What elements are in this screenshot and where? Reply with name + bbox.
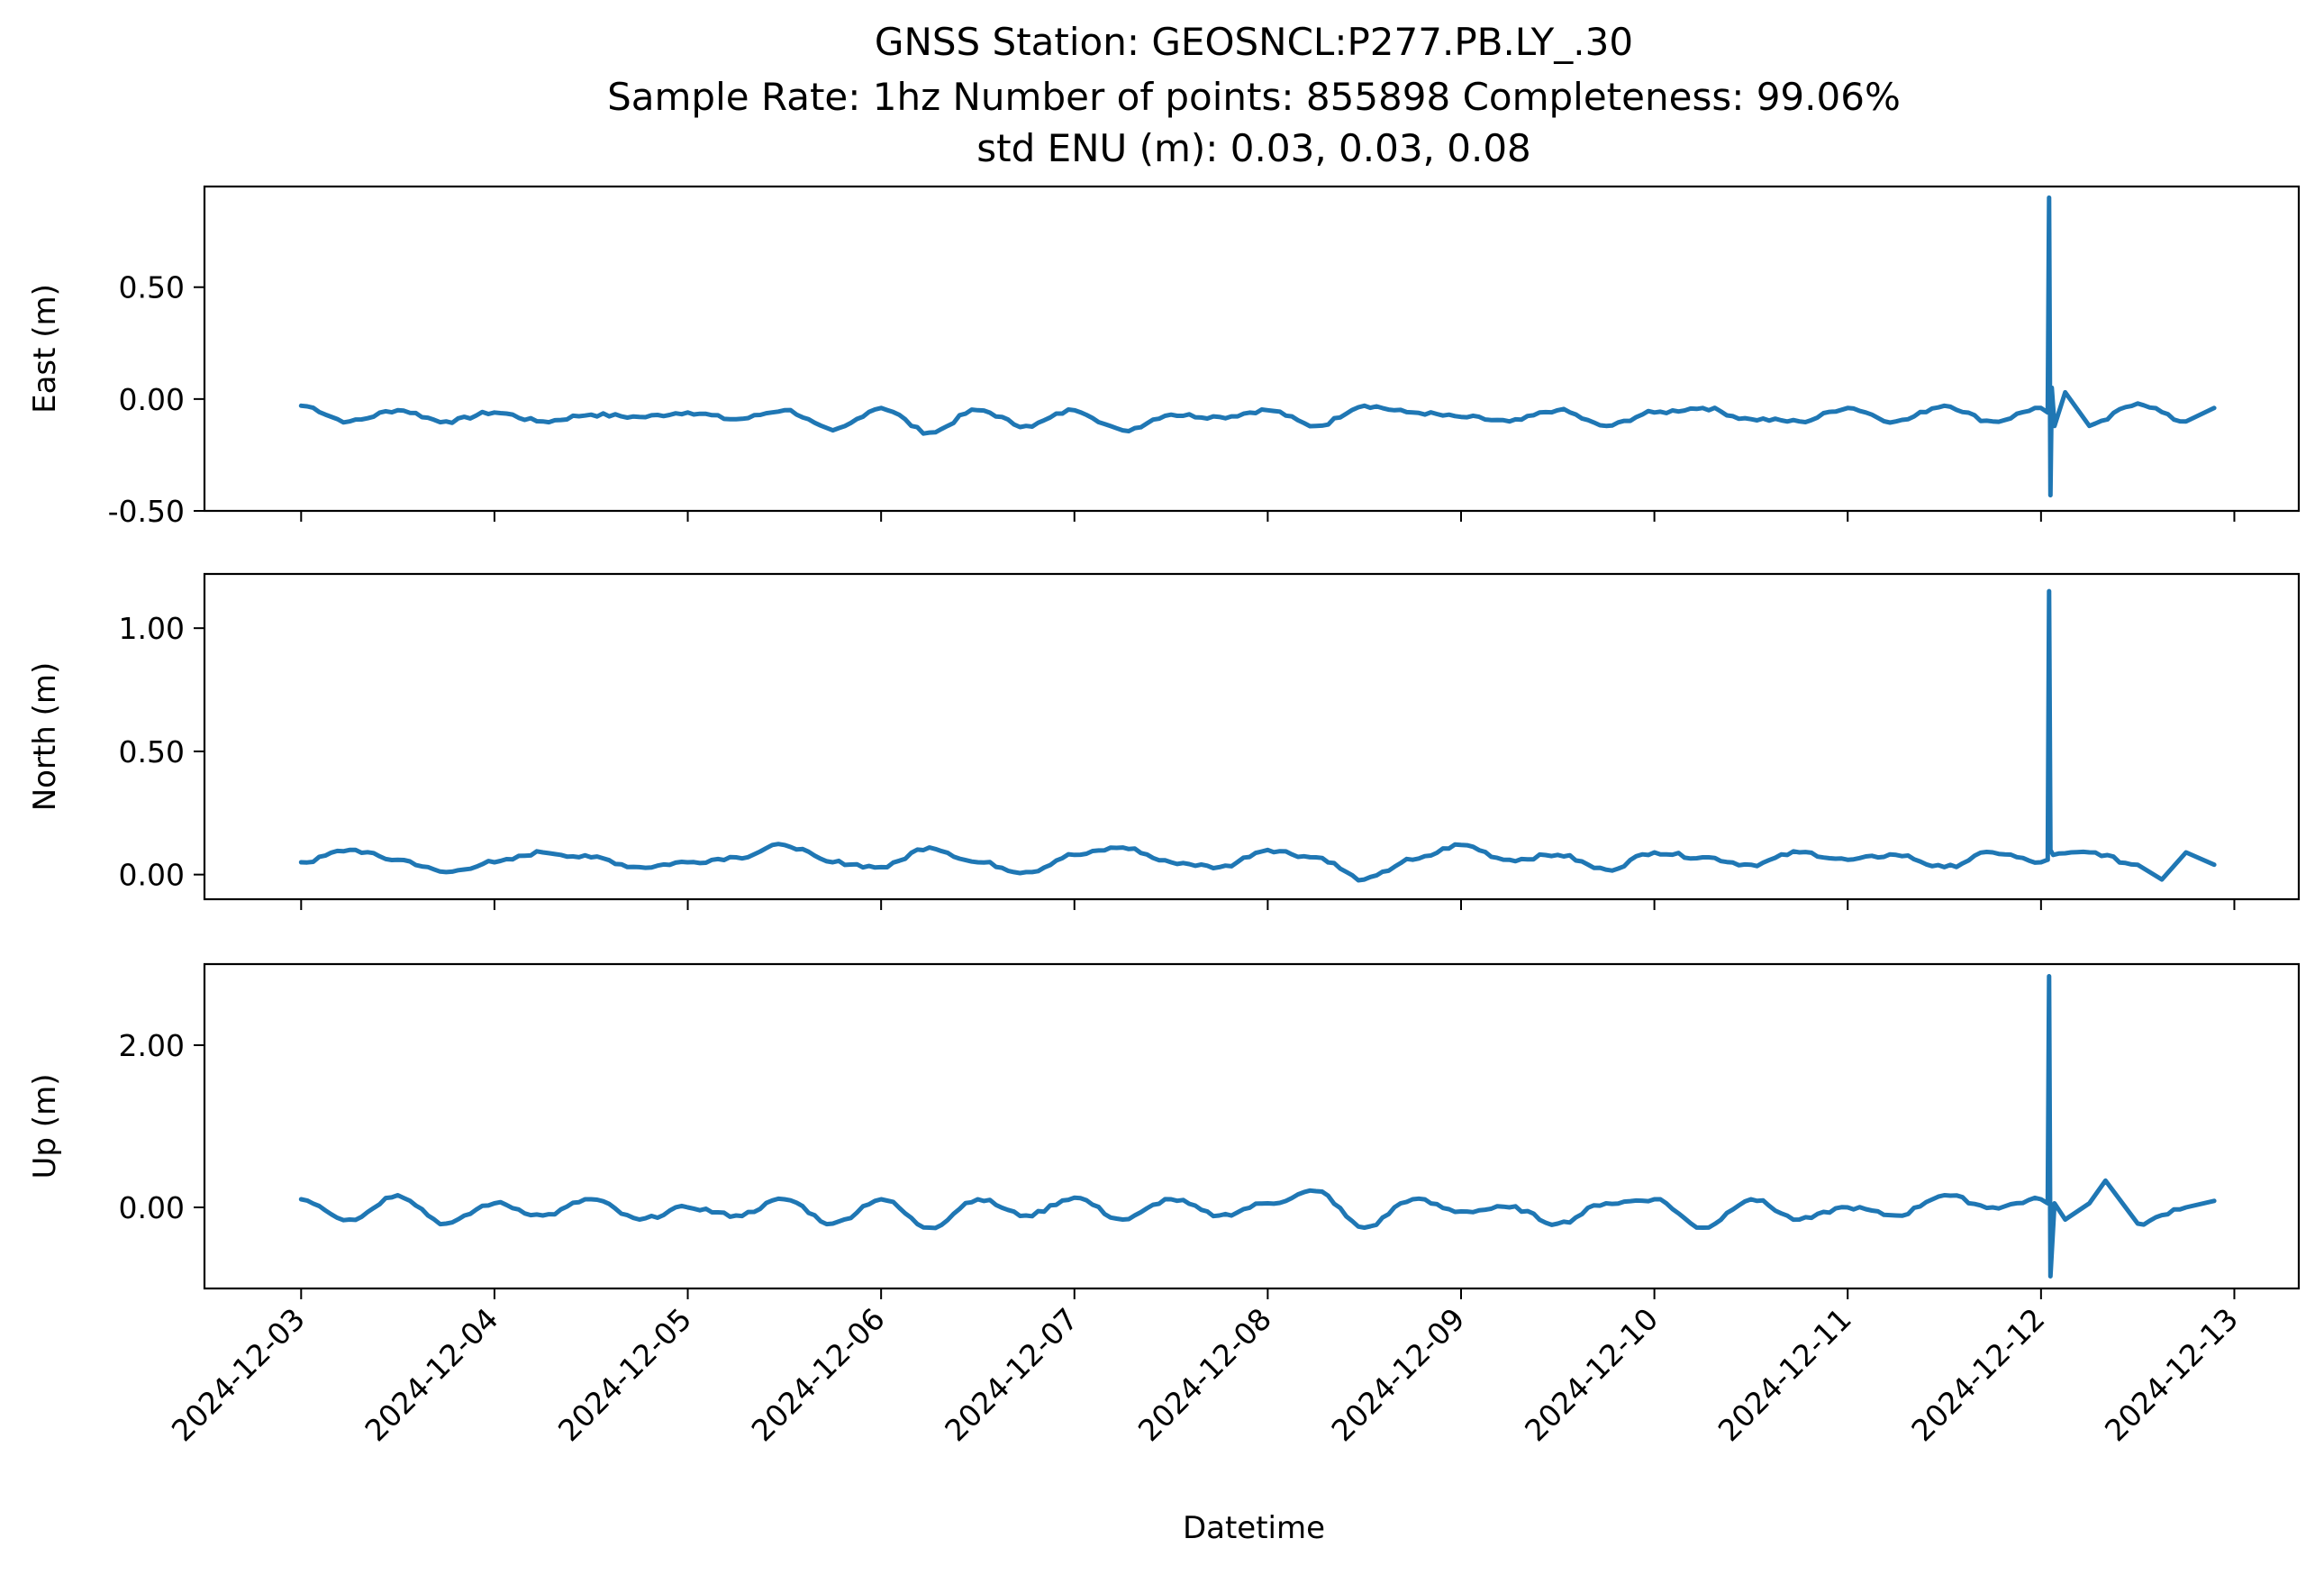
x-tick-label: 2024-12-11 bbox=[1711, 1301, 1858, 1448]
x-tick-label: 2024-12-03 bbox=[165, 1301, 312, 1448]
y-tick-label: 0.50 bbox=[119, 270, 185, 305]
title-line-1: GNSS Station: GEOSNCL:P277.PB.LY_.30 bbox=[875, 20, 1633, 64]
y-tick-label: 0.00 bbox=[119, 1190, 185, 1225]
chart-title: GNSS Station: GEOSNCL:P277.PB.LY_.30 Sam… bbox=[607, 20, 1901, 170]
x-axis-label: Datetime bbox=[1183, 1510, 1325, 1546]
series-line bbox=[298, 588, 2217, 883]
x-tick-label: 2024-12-04 bbox=[358, 1301, 504, 1448]
y-tick-label: 0.00 bbox=[119, 382, 185, 417]
panel-up: 0.00 2.00 Up (m) bbox=[27, 962, 2301, 1299]
y-axis-label: Up (m) bbox=[27, 1074, 63, 1179]
y-axis-label: North (m) bbox=[27, 662, 63, 812]
axes-frame bbox=[203, 185, 2301, 513]
x-tick-label: 2024-12-09 bbox=[1324, 1301, 1471, 1448]
panels: -0.50 0.00 0.50 East (m) 0.00 0.50 1.00 North (… bbox=[27, 185, 2301, 1299]
series-line bbox=[298, 195, 2217, 498]
title-line-3: std ENU (m): 0.03, 0.03, 0.08 bbox=[976, 126, 1531, 170]
x-axis: 2024-12-03 2024-12-04 2024-12-05 2024-12-06… bbox=[165, 1301, 2245, 1448]
axes-frame bbox=[203, 572, 2301, 901]
y-axis-label: East (m) bbox=[27, 284, 63, 414]
x-tick-label: 2024-12-12 bbox=[1904, 1301, 2051, 1448]
y-tick-label: -0.50 bbox=[108, 494, 185, 529]
axes-frame bbox=[203, 962, 2301, 1290]
x-tick-label: 2024-12-05 bbox=[551, 1301, 698, 1448]
y-tick-label: 0.50 bbox=[119, 734, 185, 769]
x-tick-label: 2024-12-07 bbox=[938, 1301, 1085, 1448]
title-line-2: Sample Rate: 1hz Number of points: 85589… bbox=[607, 75, 1901, 119]
x-tick-label: 2024-12-08 bbox=[1131, 1301, 1278, 1448]
panel-east: -0.50 0.00 0.50 East (m) bbox=[27, 185, 2301, 529]
x-tick-label: 2024-12-06 bbox=[745, 1301, 892, 1448]
y-tick-label: 2.00 bbox=[119, 1028, 185, 1063]
series-line bbox=[298, 974, 2217, 1279]
x-tick-label: 2024-12-13 bbox=[2098, 1301, 2245, 1448]
y-tick-label: 1.00 bbox=[119, 611, 185, 646]
x-tick-label: 2024-12-10 bbox=[1518, 1301, 1665, 1448]
y-tick-label: 0.00 bbox=[119, 858, 185, 893]
panel-north: 0.00 0.50 1.00 North (m) bbox=[27, 572, 2301, 910]
